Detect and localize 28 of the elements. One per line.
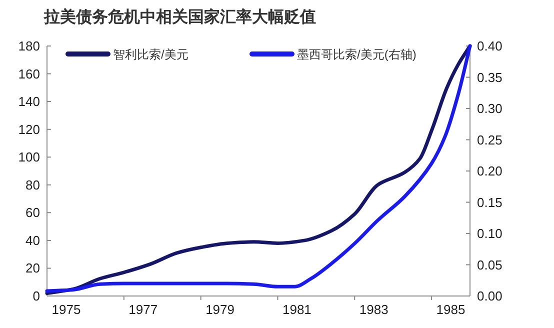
y2-tick-label: 0.00 bbox=[477, 288, 502, 304]
y2-tick-label: 0.05 bbox=[477, 257, 502, 272]
x-tick-label: 1983 bbox=[359, 302, 388, 317]
y-tick-label: 80 bbox=[26, 177, 40, 192]
y-tick-label: 120 bbox=[18, 122, 40, 137]
y-tick-label: 160 bbox=[18, 66, 40, 82]
y2-tick-label: 0.10 bbox=[477, 226, 502, 241]
x-tick-label: 1985 bbox=[436, 302, 466, 317]
y2-tick-label: 0.25 bbox=[477, 132, 502, 148]
y2-tick-label: 0.20 bbox=[477, 164, 502, 178]
x-tick-label: 1977 bbox=[128, 302, 158, 317]
chart-title: 拉美债务危机中相关国家汇率大幅贬值 bbox=[43, 7, 316, 26]
y2-tick-label: 0.35 bbox=[477, 70, 502, 85]
y2-tick-label: 0.40 bbox=[477, 38, 502, 54]
y-tick-label: 140 bbox=[18, 94, 40, 110]
y-tick-label: 20 bbox=[26, 260, 40, 276]
x-tick-label: 1981 bbox=[282, 302, 312, 317]
y-tick-label: 100 bbox=[18, 150, 40, 165]
y-tick-label: 180 bbox=[18, 38, 40, 54]
y2-tick-label: 0.15 bbox=[477, 194, 502, 210]
y-tick-label: 60 bbox=[26, 205, 40, 220]
x-tick-label: 1979 bbox=[206, 302, 235, 317]
legend-label: 智利比索/美元 bbox=[113, 48, 188, 62]
y2-tick-label: 0.30 bbox=[477, 101, 502, 116]
y-tick-label: 40 bbox=[26, 232, 40, 248]
legend-label: 墨西哥比索/美元(右轴) bbox=[297, 48, 416, 62]
y-tick-label: 0 bbox=[32, 288, 40, 304]
x-tick-label: 1975 bbox=[52, 302, 81, 317]
